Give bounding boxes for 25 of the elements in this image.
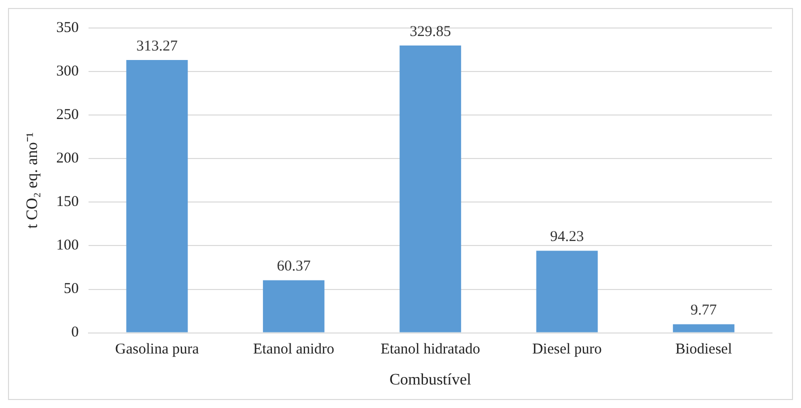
y-tick-label: 0 <box>71 324 79 341</box>
x-tick-label: Biodiesel <box>675 342 732 358</box>
x-tick-label: Etanol hidratado <box>380 342 480 358</box>
data-label: 9.77 <box>690 302 718 319</box>
x-tick-label: Gasolina pura <box>115 342 200 358</box>
x-tick-label: Diesel puro <box>532 342 602 358</box>
data-label: 329.85 <box>410 24 451 40</box>
x-tick-label: Etanol anidro <box>253 342 334 358</box>
y-tick-label: 150 <box>56 194 79 210</box>
data-label: 313.27 <box>136 38 178 54</box>
bar <box>126 60 188 332</box>
bar <box>262 280 324 332</box>
data-label: 60.37 <box>276 258 312 275</box>
bar <box>672 324 734 332</box>
bar <box>536 250 598 332</box>
y-tick-label: 300 <box>56 63 79 80</box>
y-tick-label: 250 <box>56 107 79 124</box>
y-tick-label: 350 <box>56 20 79 36</box>
x-axis-title: Combustível <box>389 372 472 389</box>
y-tick-label: 50 <box>64 281 79 298</box>
bar <box>400 46 462 332</box>
y-tick-label: 100 <box>56 238 79 254</box>
y-tick-label: 200 <box>56 150 79 167</box>
y-axis-title: t CO₂ eq. ano⁻¹ <box>24 132 41 229</box>
data-label: 94.23 <box>550 229 584 246</box>
